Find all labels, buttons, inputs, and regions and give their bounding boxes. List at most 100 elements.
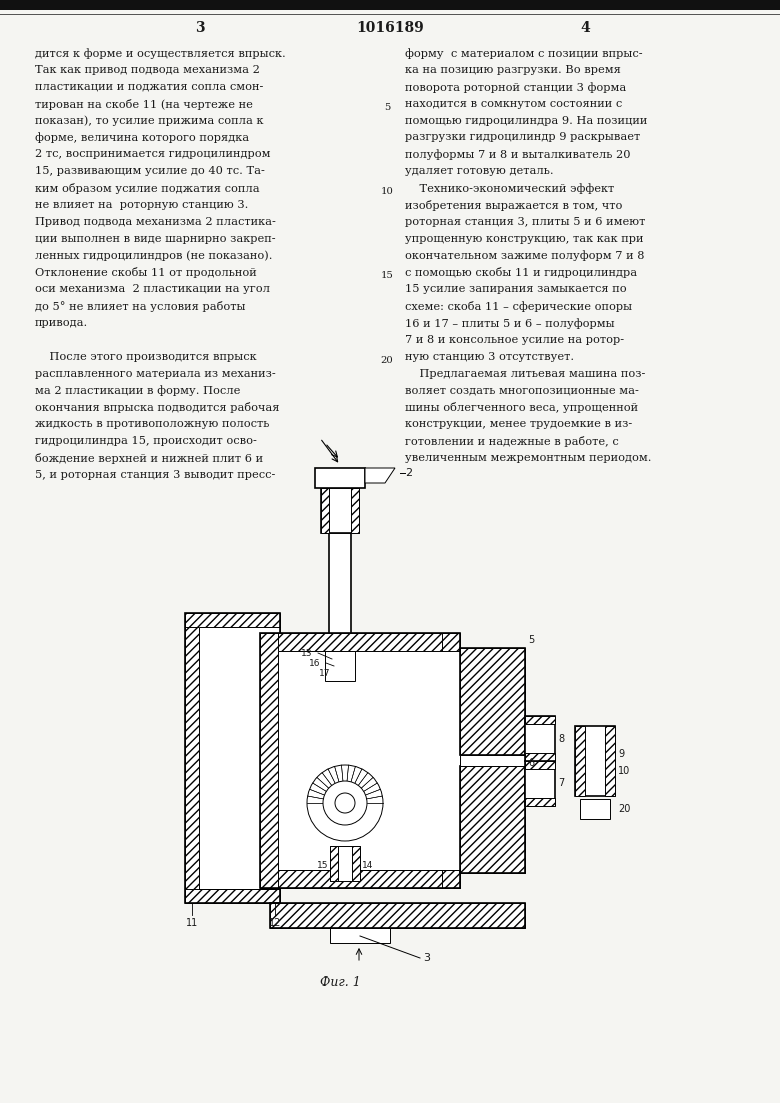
Bar [321,488,359,533]
Polygon shape [525,753,555,761]
Polygon shape [330,846,338,881]
Bar [330,846,360,881]
Text: тирован на скобе 11 (на чертеже не: тирован на скобе 11 (на чертеже не [35,98,253,109]
Text: 10: 10 [381,186,393,196]
Text: ленных гидроцилиндров (не показано).: ленных гидроцилиндров (не показано). [35,250,272,261]
Text: упрощенную конструкцию, так как при: упрощенную конструкцию, так как при [405,234,644,244]
Text: полуформы 7 и 8 и выталкиватель 20: полуформы 7 и 8 и выталкиватель 20 [405,149,630,160]
Text: находится в сомкнутом состоянии с: находится в сомкнутом состоянии с [405,98,622,108]
Text: ка на позицию разгрузки. Во время: ка на позицию разгрузки. Во время [405,65,621,75]
Bar [185,613,280,903]
Polygon shape [270,903,525,928]
Text: оси механизма  2 пластикации на угол: оси механизма 2 пластикации на угол [35,285,270,295]
Text: удаляет готовую деталь.: удаляет готовую деталь. [405,167,554,176]
Bar [278,651,460,870]
Text: привода.: привода. [35,318,88,328]
Polygon shape [442,633,460,651]
Text: воляет создать многопозиционные ма-: воляет создать многопозиционные ма- [405,386,639,396]
Text: 12: 12 [269,918,281,928]
Text: разгрузки гидроцилиндр 9 раскрывает: разгрузки гидроцилиндр 9 раскрывает [405,132,640,142]
Text: жидкость в противоположную полость: жидкость в противоположную полость [35,419,269,429]
Text: 15 усилие запирания замыкается по: 15 усилие запирания замыкается по [405,285,626,295]
Text: 14: 14 [362,861,374,870]
Bar [525,761,555,806]
Text: 20: 20 [381,355,393,365]
Text: дится к форме и осуществляется впрыск.: дится к форме и осуществляется впрыск. [35,49,285,58]
Bar [525,716,555,761]
Text: 15: 15 [381,271,393,280]
Text: до 5° не влияет на условия работы: до 5° не влияет на условия работы [35,301,246,312]
Text: 13: 13 [300,649,312,657]
Circle shape [323,781,367,825]
Polygon shape [352,846,360,881]
Text: 6: 6 [528,758,534,768]
Polygon shape [525,797,555,806]
Bar [0,13,780,15]
Polygon shape [460,765,525,872]
Bar [199,627,280,889]
Bar [0,0,780,10]
Text: шины облегченного веса, упрощенной: шины облегченного веса, упрощенной [405,403,638,414]
Text: Отклонение скобы 11 от продольной: Отклонение скобы 11 от продольной [35,267,257,278]
Bar [460,647,525,754]
Polygon shape [605,726,615,796]
Polygon shape [525,761,555,769]
Text: 5: 5 [528,635,534,645]
Bar [325,651,355,681]
Bar [330,928,390,943]
Text: 3: 3 [423,953,430,963]
Text: ма 2 пластикации в форму. После: ма 2 пластикации в форму. После [35,386,240,396]
Text: 16: 16 [309,658,320,667]
Text: гидроцилиндра 15, происходит осво-: гидроцилиндра 15, происходит осво- [35,436,257,446]
Text: 2: 2 [405,468,412,478]
Polygon shape [260,633,278,888]
Text: После этого производится впрыск: После этого производится впрыск [35,352,257,362]
Text: Так как привод подвода механизма 2: Так как привод подвода механизма 2 [35,65,260,75]
Text: 8: 8 [558,733,564,745]
Text: форме, величина которого порядка: форме, величина которого порядка [35,132,249,143]
Text: форму  с материалом с позиции впрыс-: форму с материалом с позиции впрыс- [405,49,643,58]
Text: 17: 17 [318,668,330,677]
Text: 15, развивающим усилие до 40 тс. Та-: 15, развивающим усилие до 40 тс. Та- [35,167,265,176]
Text: 5, и роторная станция 3 выводит пресс-: 5, и роторная станция 3 выводит пресс- [35,470,275,480]
Bar [580,799,610,820]
Bar [270,903,525,928]
Text: ////: //// [386,3,394,8]
Polygon shape [525,716,555,724]
Text: окончания впрыска подводится рабочая: окончания впрыска подводится рабочая [35,403,279,414]
Text: 2 тс, воспринимается гидроцилиндром: 2 тс, воспринимается гидроцилиндром [35,149,271,159]
Bar [575,726,615,796]
Text: 16 и 17 – плиты 5 и 6 – полуформы: 16 и 17 – плиты 5 и 6 – полуформы [405,318,615,329]
Text: 1016189: 1016189 [356,21,424,35]
Text: роторная станция 3, плиты 5 и 6 имеют: роторная станция 3, плиты 5 и 6 имеют [405,217,645,227]
Text: 9: 9 [618,749,624,759]
Text: Технико-экономический эффект: Технико-экономический эффект [405,183,615,194]
Polygon shape [365,468,395,483]
Text: 4: 4 [580,21,590,35]
Text: ции выполнен в виде шарнирно закреп-: ции выполнен в виде шарнирно закреп- [35,234,275,244]
Text: 15: 15 [317,861,328,870]
Text: Фиг. 1: Фиг. 1 [320,976,360,989]
Polygon shape [185,889,280,903]
Text: не влияет на  роторную станцию 3.: не влияет на роторную станцию 3. [35,200,248,210]
Bar [460,765,525,872]
Text: ким образом усилие поджатия сопла: ким образом усилие поджатия сопла [35,183,260,194]
Polygon shape [351,488,359,533]
Text: 3: 3 [195,21,205,35]
Text: пластикации и поджатия сопла смон-: пластикации и поджатия сопла смон- [35,82,264,92]
Polygon shape [321,488,329,533]
Text: 10: 10 [618,767,630,777]
Text: Предлагаемая литьевая машина поз-: Предлагаемая литьевая машина поз- [405,368,645,378]
Text: 11: 11 [186,918,198,928]
Polygon shape [442,870,460,888]
Polygon shape [185,613,199,903]
Polygon shape [260,633,460,651]
Text: увеличенным межремонтным периодом.: увеличенным межремонтным периодом. [405,453,651,463]
Text: изобретения выражается в том, что: изобретения выражается в том, что [405,200,622,211]
Text: показан), то усилие прижима сопла к: показан), то усилие прижима сопла к [35,116,264,126]
Text: с помощью скобы 11 и гидроцилиндра: с помощью скобы 11 и гидроцилиндра [405,267,637,278]
Bar [260,633,460,888]
Bar [278,651,460,870]
Text: готовлении и надежные в работе, с: готовлении и надежные в работе, с [405,436,619,447]
Polygon shape [575,726,585,796]
